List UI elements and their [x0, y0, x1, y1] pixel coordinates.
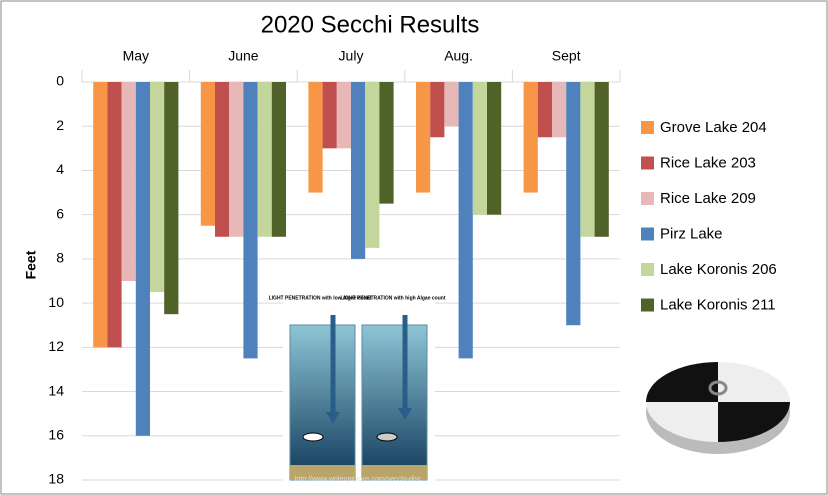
y-tick-label: 18 [48, 471, 64, 487]
bar [444, 82, 459, 127]
legend-label: Rice Lake 209 [660, 190, 756, 207]
legend-swatch [641, 263, 654, 276]
illustration: LIGHT PENETRATION with low Algae count L… [269, 290, 446, 486]
bar [135, 82, 150, 436]
legend-swatch [641, 298, 654, 312]
bar [580, 82, 595, 237]
y-tick-label: 8 [56, 250, 64, 266]
bar [322, 82, 337, 149]
disk-quadrant [646, 362, 718, 402]
bar [336, 82, 351, 149]
bar [243, 82, 258, 359]
y-tick-label: 12 [48, 338, 64, 354]
light-arrow-head [326, 412, 340, 424]
bar [351, 82, 366, 259]
legend-swatch [641, 192, 654, 205]
bar [215, 82, 230, 237]
bar [458, 82, 473, 359]
bar [472, 82, 487, 215]
bar [365, 82, 380, 248]
annotation: LIGHT PENETRATION with low Algae count [269, 295, 372, 301]
annotation: LIGHT PENETRATION with high Algae count [341, 295, 446, 301]
sediment [362, 465, 427, 480]
legend-label: Rice Lake 203 [660, 154, 756, 171]
bar [107, 82, 122, 348]
x-tick-label: Aug. [444, 48, 473, 64]
x-tick-label: May [123, 48, 149, 64]
bar [487, 82, 502, 215]
plot-area: 0 2 4 6 8 10 12 14 16 18 May June July Aug. Sept Grove … [48, 48, 776, 487]
light-arrow-head [398, 408, 412, 420]
bar [271, 82, 286, 237]
bar [379, 82, 394, 204]
annotation: http://www.writeopinions.com/secchi-disc [295, 476, 422, 483]
disk-ring [708, 380, 728, 396]
bar [523, 82, 538, 193]
bar [229, 82, 244, 237]
bar [430, 82, 445, 138]
bar [308, 82, 323, 193]
y-tick-label: 0 [56, 73, 64, 89]
legend-swatch [641, 227, 654, 241]
legend-swatch [641, 156, 654, 170]
legend-swatch [641, 121, 654, 134]
y-tick-label: 2 [56, 117, 64, 133]
x-tick-label: June [228, 48, 259, 64]
disc [302, 432, 324, 442]
bar [93, 82, 108, 348]
legend-label: Pirz Lake [660, 225, 723, 242]
x-tick-label: Sept [552, 48, 581, 64]
chart-title: 2020 Secchi Results [261, 11, 480, 38]
disc [376, 432, 398, 442]
sediment [290, 465, 355, 480]
y-tick-label: 4 [56, 161, 64, 177]
bar [121, 82, 136, 281]
legend-label: Grove Lake 204 [660, 119, 767, 136]
tank [289, 324, 356, 481]
bar [150, 82, 165, 293]
tank [361, 324, 428, 481]
bar [594, 82, 609, 237]
bar [164, 82, 179, 315]
y-axis-label: Feet [23, 250, 39, 279]
bar [537, 82, 552, 138]
legend-label: Lake Koronis 211 [660, 296, 776, 313]
secchi-disk [646, 362, 790, 454]
x-tick-label: July [339, 48, 364, 64]
y-tick-label: 16 [48, 426, 64, 442]
bar [200, 82, 215, 226]
bar [416, 82, 431, 193]
y-tick-label: 6 [56, 205, 64, 221]
bar [257, 82, 272, 237]
y-tick-label: 10 [48, 294, 64, 310]
disk-quadrant [718, 402, 790, 442]
bar [552, 82, 567, 138]
legend-label: Lake Koronis 206 [660, 261, 777, 278]
bar [566, 82, 581, 326]
y-tick-label: 14 [48, 382, 64, 398]
